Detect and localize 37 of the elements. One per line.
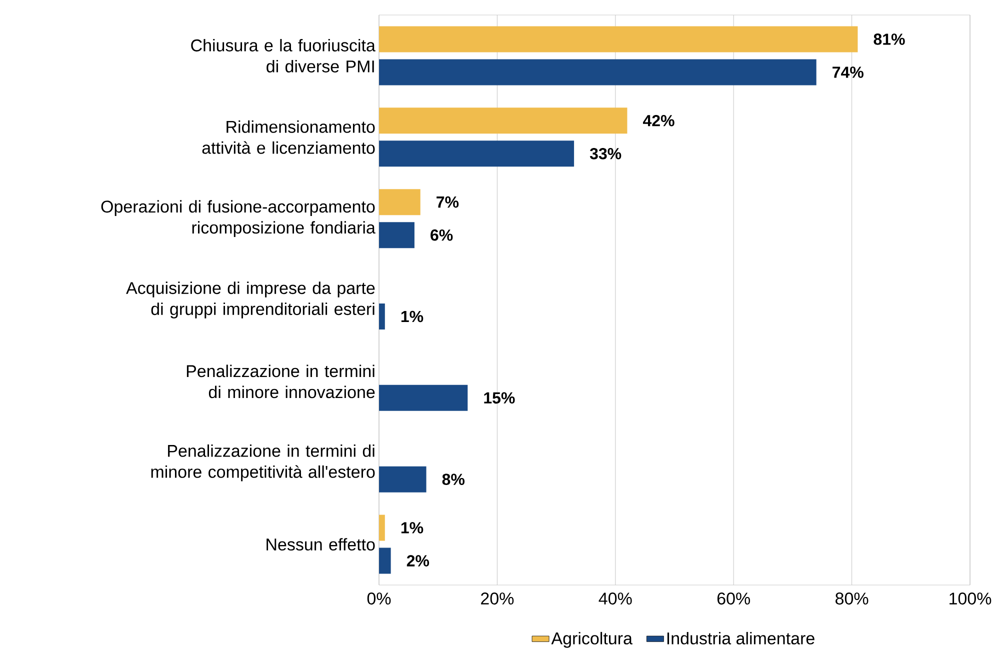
bar <box>379 26 858 52</box>
bar <box>379 514 385 541</box>
y-tick-label: Penalizzazione in termini di minore innovazione <box>186 364 375 398</box>
legend-label: Agricoltura <box>551 632 632 648</box>
bar <box>379 140 574 167</box>
y-tick-label: Operazioni di fusione-accorpamento ricomposizione fondiaria <box>101 200 376 237</box>
y-tick-label: Acquisizione di imprese da parte di gruppi imprenditoriali esteri <box>126 282 375 318</box>
data-label: 1% <box>401 522 424 534</box>
bar <box>379 548 391 574</box>
x-tick-label: 0% <box>367 592 391 605</box>
data-label: 33% <box>590 148 622 160</box>
data-label: 81% <box>874 34 905 45</box>
bar <box>379 304 385 330</box>
data-label: 74% <box>832 66 864 78</box>
legend-label: Industria alimentare <box>667 632 814 644</box>
y-tick-label: Penalizzazione in termini di minore competitività all'estero <box>151 444 375 482</box>
bar <box>379 466 426 492</box>
data-label: 8% <box>442 474 465 486</box>
x-tick-label: 20% <box>481 592 514 605</box>
bar <box>379 59 816 86</box>
bar <box>379 384 468 411</box>
bar <box>379 189 420 216</box>
x-tick-label: 80% <box>836 592 868 605</box>
data-label: 7% <box>436 196 459 208</box>
x-tick-label: 40% <box>598 592 632 605</box>
data-label: 1% <box>401 310 424 322</box>
bar <box>379 108 628 134</box>
bar <box>379 222 414 248</box>
data-label: 15% <box>484 392 515 404</box>
data-label: 2% <box>406 555 430 566</box>
y-tick-label: Nessun effetto <box>266 538 375 551</box>
y-tick-label: Ridimensionamento attività e licenziamento <box>202 120 375 154</box>
x-tick-label: 60% <box>717 592 750 605</box>
data-label: 6% <box>430 229 453 241</box>
data-label: 42% <box>642 114 674 126</box>
y-tick-label: Chiusura e la fuoriuscita di diverse PMI <box>191 38 376 72</box>
x-tick-label: 100% <box>950 592 992 605</box>
